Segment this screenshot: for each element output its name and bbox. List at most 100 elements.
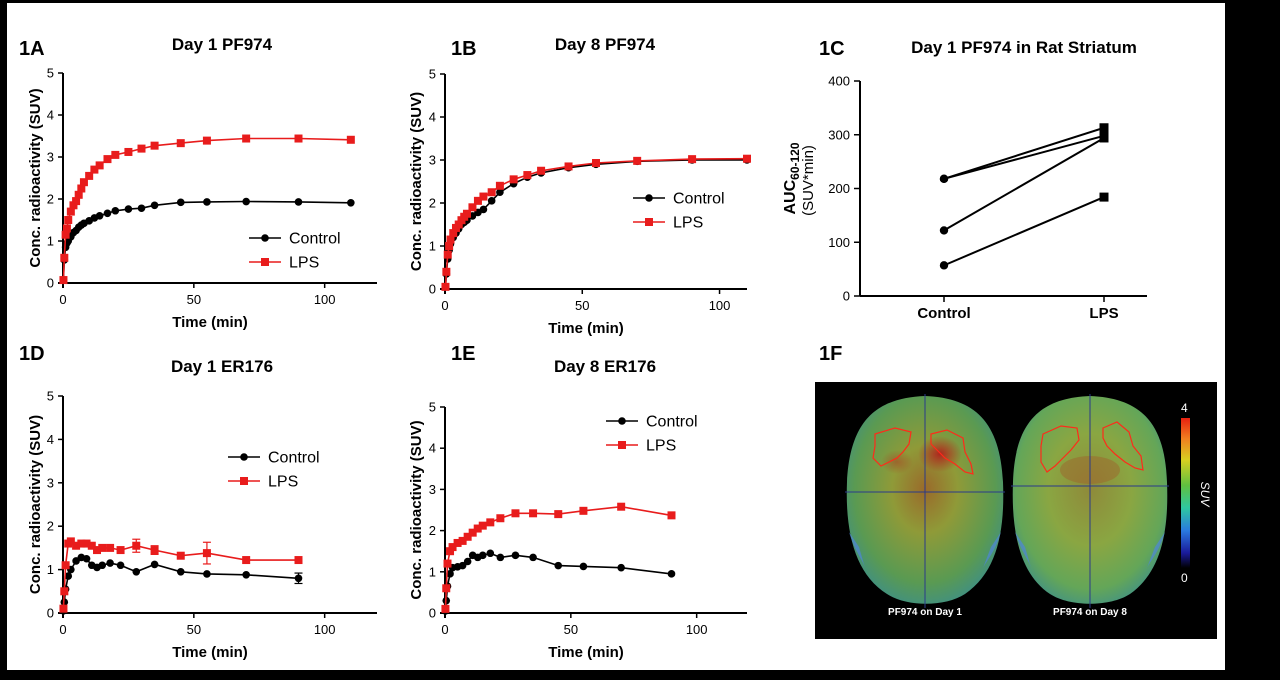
caption-left: PF974 on Day 1 [888,607,962,618]
data-point-lps [479,192,488,201]
y-tick-label: 4 [429,441,436,456]
data-point-lps [72,541,81,550]
paired-line [943,137,1105,232]
data-point-lps [1099,133,1109,143]
data-point-lps [103,155,112,164]
data-point-lps [106,543,115,552]
roi-right-striatum-outline [1102,421,1144,471]
roi-left-striatum-outline [1040,425,1080,473]
data-point-lps [90,165,99,174]
data-point-lps [124,147,133,156]
data-point-lps [85,171,94,180]
x-tick-label: 50 [564,622,578,637]
data-point-lps [150,546,159,555]
x-tick-label: 100 [686,622,708,637]
data-point-control [478,551,487,560]
data-point-lps [61,561,70,570]
data-point-lps [468,528,477,537]
data-point-lps [150,141,159,150]
data-point-control [242,197,250,206]
data-point-lps [261,258,269,266]
data-point-control [347,198,355,207]
paired-subject-3 [939,133,1109,235]
data-point-control [98,561,107,570]
series-control [441,156,751,291]
x-tick-label: 0 [59,622,66,637]
y-tick-label: 300 [828,127,850,142]
data-point-control [529,553,537,562]
panel-title: Day 8 ER176 [554,357,656,376]
panel-1c: 1C Day 1 PF974 in Rat Striatum 0 100 200 30… [782,38,1147,322]
data-point-lps [487,188,496,197]
data-point-lps [473,524,482,533]
data-point-lps [463,532,472,541]
data-point-lps [579,506,588,515]
data-point-lps [77,539,86,548]
y-tick-label: 0 [47,606,54,621]
data-point-control [261,234,269,242]
x-tick-label: 100 [709,298,731,313]
data-point-control [176,198,185,207]
data-point-lps [66,537,75,546]
data-point-control [645,194,653,202]
data-point-lps [77,184,86,193]
brain-image-day1 [845,394,1005,608]
data-point-lps [61,230,70,239]
data-point-lps [137,144,146,153]
data-point-lps [93,546,102,555]
data-point-lps [240,477,248,485]
data-point-control [458,561,467,570]
data-point-lps [64,216,73,224]
y-axis-label: Conc. radioactivity (SUV) [408,420,425,599]
paired-line [943,196,1105,267]
data-point-lps [529,509,538,518]
data-point-lps [60,587,69,596]
data-point-lps [564,162,573,171]
data-point-control [446,570,454,578]
data-point-control [496,188,504,197]
data-point-control [618,417,626,425]
data-point-lps [62,224,71,233]
data-point-control [150,201,159,210]
data-point-lps [82,539,91,548]
figure-canvas: 1A Day 1 PF974 0 1 2 3 4 5 0 50 100 Time (min) Con… [7,3,1225,670]
y-tick-label: 100 [828,235,850,250]
x-axis-label: Time (min) [548,644,624,661]
y-tick-label: 5 [429,400,436,415]
paired-subject-4 [939,192,1109,270]
data-point-control [203,198,211,206]
data-point-lps [441,604,450,613]
data-point-control [111,206,120,215]
brain-image-day8 [1011,394,1169,608]
y-tick-label: 5 [429,67,436,82]
data-point-lps [618,441,626,449]
y-tick-label: 4 [47,432,54,447]
data-point-lps [473,196,482,205]
paired-line [943,126,1105,180]
legend-label-control: Control [673,191,725,208]
data-point-lps [1099,123,1109,133]
legend-label-control: Control [646,414,698,431]
data-point-control [176,567,185,576]
y-tick-label: 0 [47,276,54,291]
data-point-lps [446,235,455,244]
data-point-lps [509,175,518,184]
x-tick-label: 100 [314,292,336,307]
y-tick-label: 0 [843,289,850,304]
paired-line [943,134,1105,180]
data-point-control [294,574,303,583]
data-point-lps [454,220,463,229]
y-tick-label: 200 [828,181,850,196]
y-tick-label: 1 [429,239,436,254]
data-point-control [132,567,141,576]
data-point-lps [645,218,653,226]
panel-id: 1E [451,343,475,365]
x-tick-label: 50 [187,622,201,637]
colorbar-max-label: 4 [1181,401,1188,415]
y-tick-label: 400 [828,74,850,89]
series-control [441,549,676,615]
